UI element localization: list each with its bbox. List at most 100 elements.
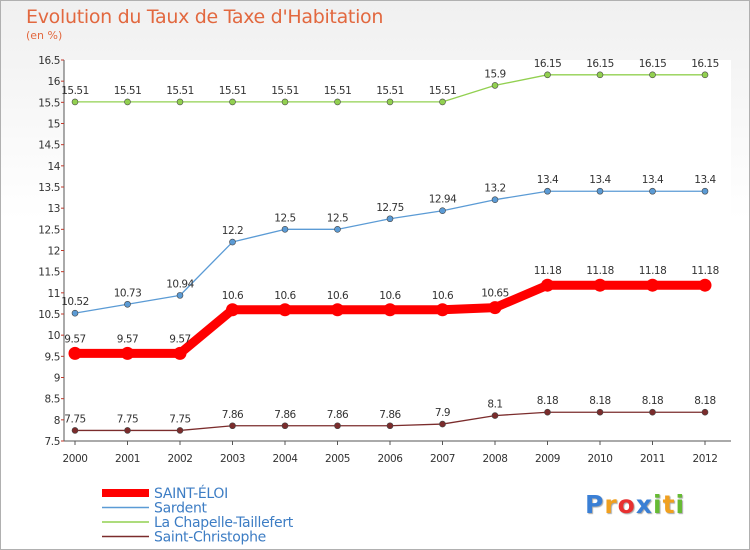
data-point <box>436 303 449 317</box>
data-point <box>698 278 712 292</box>
data-label: 10.65 <box>481 288 509 300</box>
data-point <box>281 422 289 430</box>
data-point <box>649 187 656 195</box>
data-label: 12.5 <box>327 212 348 224</box>
logo-letter: r <box>604 490 618 519</box>
data-point <box>649 71 656 79</box>
y-tick-label: 16 <box>47 76 60 88</box>
legend-entry: Saint-Christophe <box>102 530 266 546</box>
y-tick-label: 13 <box>47 203 60 215</box>
data-point <box>121 346 134 360</box>
data-point <box>229 422 236 430</box>
data-label: 9.57 <box>117 333 138 345</box>
data-point <box>491 82 499 89</box>
x-tick-label: 2006 <box>377 453 403 465</box>
data-point <box>68 346 82 360</box>
data-label: 10.6 <box>327 290 349 302</box>
logo-letter: i <box>675 490 686 519</box>
data-label: 7.9 <box>435 407 450 419</box>
data-label: 15.51 <box>271 85 299 97</box>
y-tick-label: 9 <box>54 373 60 385</box>
y-tick-label: 9.5 <box>45 351 61 363</box>
data-point <box>596 408 604 416</box>
legend-label: SAINT-ÉLOI <box>154 485 228 502</box>
data-label: 9.57 <box>169 333 190 345</box>
data-point <box>544 71 551 79</box>
data-label: 13.4 <box>537 174 559 186</box>
chart-title: Evolution du Taux de Taxe d'Habitation <box>26 6 384 28</box>
data-label: 10.6 <box>274 290 296 302</box>
data-point <box>176 427 184 434</box>
data-point <box>386 215 394 223</box>
y-tick-label: 13.5 <box>38 182 60 194</box>
data-point <box>383 303 397 317</box>
data-point <box>334 422 341 430</box>
data-point <box>334 98 341 106</box>
data-point <box>124 427 131 434</box>
x-tick-label: 2008 <box>482 453 507 465</box>
data-point <box>491 412 499 419</box>
data-label: 15.51 <box>324 85 352 97</box>
x-tick-label: 2003 <box>220 453 245 465</box>
x-tick-label: 2004 <box>272 453 298 465</box>
series-saint-loi: 9.57 9.57 9.57 10.6 10.6 10.6 10.6 10.6 10.65 11.… <box>64 265 719 360</box>
data-label: 7.86 <box>379 409 401 421</box>
data-label: 16.15 <box>691 58 719 70</box>
data-point <box>439 98 446 106</box>
data-point <box>386 422 394 430</box>
legend-entry: La Chapelle-Taillefert <box>102 515 294 531</box>
legend-label: La Chapelle-Taillefert <box>154 515 294 531</box>
x-tick-label: 2005 <box>325 453 350 465</box>
data-label: 7.75 <box>169 413 190 425</box>
data-label: 11.18 <box>534 265 562 277</box>
data-label: 13.4 <box>642 174 664 186</box>
data-label: 10.6 <box>222 290 244 302</box>
data-label: 12.94 <box>429 194 457 206</box>
data-label: 11.18 <box>639 265 667 277</box>
y-tick-label: 8 <box>54 415 60 427</box>
data-label: 8.18 <box>694 395 715 407</box>
chart-subtitle: (en %) <box>26 29 63 42</box>
data-point <box>491 196 499 203</box>
logo-letter: i <box>653 490 663 519</box>
data-point <box>173 346 187 360</box>
data-point <box>124 98 131 106</box>
data-label: 16.15 <box>534 58 562 70</box>
y-tick-label: 14.5 <box>38 140 60 152</box>
data-point <box>646 278 659 292</box>
series-saint-christophe: 7.75 7.75 7.75 7.86 7.86 7.86 7.86 7.9 8.1 8.18 8.… <box>64 395 716 434</box>
x-tick-label: 2000 <box>62 453 87 465</box>
data-point <box>278 303 292 317</box>
y-tick-label: 11.5 <box>38 267 60 279</box>
data-label: 12.5 <box>274 212 295 224</box>
data-point <box>334 226 341 233</box>
data-point <box>596 71 604 79</box>
data-label: 12.75 <box>376 202 404 214</box>
series-sardent: 10.52 10.73 10.94 12.2 12.5 12.5 12.75 12.94 13.… <box>61 174 717 317</box>
y-tick-label: 10 <box>47 330 60 342</box>
series-la-chapelle-taillefert: 15.51 15.51 15.51 15.51 15.51 15.51 15.51 15.51… <box>61 58 719 106</box>
data-point <box>701 408 709 416</box>
x-tick-label: 2009 <box>535 453 560 465</box>
x-tick-label: 2001 <box>115 453 140 465</box>
data-label: 13.4 <box>589 174 611 186</box>
data-point <box>701 187 709 195</box>
data-point <box>71 309 79 317</box>
logo-letter: P <box>585 490 605 519</box>
data-label: 15.51 <box>61 85 89 97</box>
proxiti-logo: Proxiti <box>585 490 685 519</box>
data-point <box>226 303 239 317</box>
data-label: 11.18 <box>691 265 719 277</box>
series-layer: 10.52 10.73 10.94 12.2 12.5 12.5 12.75 12.94 13.… <box>61 58 719 434</box>
y-tick-label: 16.5 <box>38 55 60 67</box>
data-label: 15.51 <box>114 85 142 97</box>
data-label: 7.75 <box>117 413 138 425</box>
data-point <box>596 187 604 195</box>
data-point <box>649 408 656 416</box>
data-point <box>124 300 131 308</box>
data-label: 15.9 <box>484 68 505 80</box>
data-point <box>71 98 79 106</box>
data-point <box>488 301 502 315</box>
data-label: 15.51 <box>166 85 194 97</box>
data-label: 9.57 <box>64 333 85 345</box>
